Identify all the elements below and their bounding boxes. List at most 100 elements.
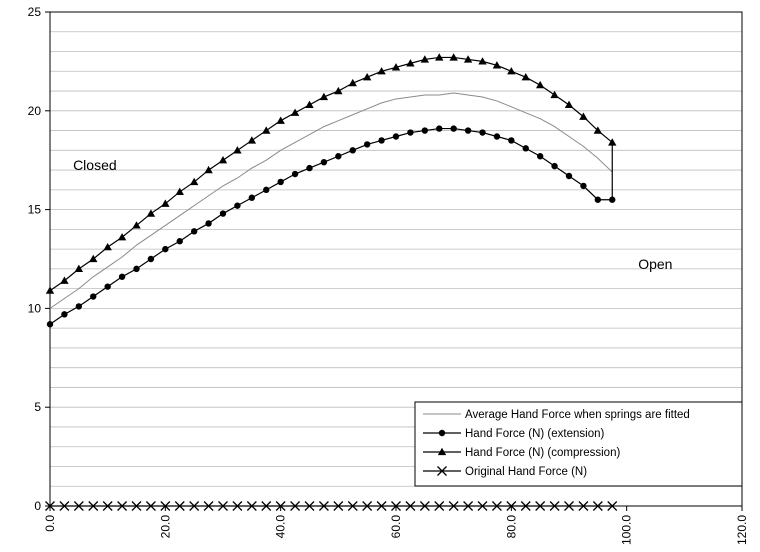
legend-label: Average Hand Force when springs are fitt…: [465, 409, 690, 421]
data-point: [437, 466, 447, 476]
data-point: [102, 501, 113, 511]
data-point: [564, 100, 574, 109]
legend-label: Original Hand Force (N): [465, 466, 587, 478]
data-point: [391, 501, 401, 511]
y-tick-label: 10: [28, 301, 42, 315]
data-point: [419, 501, 430, 511]
data-point: [436, 125, 443, 132]
data-point: [578, 501, 589, 511]
data-point: [463, 55, 473, 63]
data-point: [450, 125, 457, 132]
legend-label: Hand Force (N) (extension): [465, 428, 604, 440]
data-point: [189, 501, 200, 511]
legend-item: Original Hand Force (N): [423, 466, 587, 478]
data-point: [320, 158, 328, 166]
data-point: [607, 501, 618, 511]
data-point: [147, 255, 155, 263]
data-point: [306, 164, 313, 172]
data-point: [493, 133, 501, 140]
data-point: [405, 501, 416, 511]
data-point: [520, 501, 531, 511]
x-tick-label: 60.0: [389, 515, 403, 539]
series-line: [49, 127, 613, 325]
data-point: [73, 501, 84, 511]
data-point: [305, 100, 314, 109]
data-point: [335, 153, 342, 160]
data-point: [117, 501, 128, 511]
data-point: [594, 196, 602, 203]
data-point: [218, 501, 228, 511]
legend: Average Hand Force when springs are fitt…: [414, 401, 743, 487]
data-point: [377, 67, 386, 75]
data-point: [551, 162, 558, 170]
data-point: [508, 137, 515, 144]
data-point: [218, 156, 228, 164]
data-point: [535, 501, 546, 511]
y-tick-label: 25: [28, 5, 42, 19]
data-point: [477, 501, 488, 511]
data-point: [161, 199, 170, 207]
data-point: [204, 165, 213, 174]
data-point: [535, 80, 545, 89]
legend-item: Hand Force (N) (extension): [423, 428, 604, 440]
data-point: [104, 283, 111, 290]
data-point: [363, 141, 371, 148]
data-point: [507, 67, 516, 75]
data-point: [145, 501, 156, 511]
x-tick-label: 20.0: [158, 515, 172, 539]
data-point: [46, 321, 54, 328]
data-point: [362, 73, 372, 81]
data-point: [437, 447, 447, 456]
data-point: [90, 293, 97, 300]
data-point: [420, 55, 430, 63]
legend-box: [414, 401, 743, 487]
data-point: [160, 501, 171, 511]
series-4: [45, 501, 618, 511]
data-point: [334, 86, 343, 95]
data-point: [449, 53, 458, 61]
data-point: [59, 501, 70, 511]
data-point: [232, 501, 243, 511]
data-point: [304, 501, 315, 511]
data-point: [492, 61, 502, 69]
x-tick-label: 0.0: [43, 515, 57, 532]
data-point: [347, 501, 358, 511]
data-point: [117, 233, 127, 241]
data-point: [75, 303, 83, 310]
data-point: [60, 276, 69, 284]
data-point: [434, 501, 445, 511]
data-point: [319, 92, 329, 101]
data-point: [262, 126, 271, 134]
data-point: [522, 145, 529, 152]
data-point: [247, 136, 257, 144]
series-layer: [45, 53, 618, 511]
data-point: [175, 187, 184, 195]
data-point: [290, 501, 301, 511]
data-point: [448, 501, 459, 511]
data-point: [205, 220, 212, 227]
legend-item: Hand Force (N) (compression): [423, 447, 620, 459]
x-tick-label: 40.0: [274, 515, 288, 539]
series-line: [49, 92, 613, 309]
data-point: [376, 501, 387, 511]
series-1: [49, 92, 613, 309]
x-tick-label: 100.0: [620, 515, 634, 545]
data-point: [593, 126, 603, 134]
annotation-open: Open: [638, 256, 672, 272]
data-point: [378, 137, 385, 144]
data-point: [118, 273, 126, 280]
data-point: [219, 210, 227, 217]
data-point: [233, 146, 242, 154]
data-point: [276, 116, 285, 124]
data-point: [536, 153, 544, 160]
gridlines: [50, 31, 742, 487]
data-point: [318, 501, 329, 511]
data-point: [349, 147, 356, 154]
data-point: [592, 501, 603, 511]
y-tick-label: 15: [28, 203, 42, 217]
data-point: [133, 265, 140, 273]
data-point: [45, 286, 55, 294]
data-point: [290, 108, 300, 116]
annotation-closed: Closed: [73, 157, 117, 173]
data-point: [435, 53, 444, 61]
